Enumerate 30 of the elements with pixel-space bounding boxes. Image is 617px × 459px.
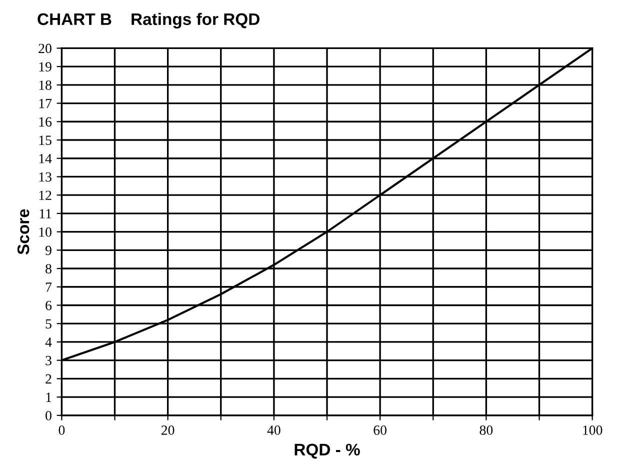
y-tick-label: 9 (45, 246, 52, 256)
x-tick-label: 60 (374, 426, 386, 435)
y-tick-label: 13 (39, 172, 52, 182)
y-tick-label: 6 (46, 300, 52, 310)
y-tick-label: 14 (39, 154, 52, 164)
x-tick-label: 40 (267, 426, 280, 435)
chart-title: CHART B Ratings for RQD (38, 12, 260, 28)
y-tick-label: 11 (40, 209, 52, 218)
y-axis-title: Score (17, 209, 30, 254)
y-tick-label: 12 (39, 190, 52, 200)
x-tick-label: 20 (161, 426, 174, 435)
y-tick-label: 10 (39, 227, 52, 237)
y-tick-label: 18 (39, 80, 52, 90)
y-tick-label: 7 (46, 282, 52, 292)
y-tick-label: 5 (46, 319, 52, 329)
y-tick-label: 16 (39, 117, 52, 127)
y-tick-label: 2 (46, 374, 52, 384)
x-tick-label: 80 (480, 426, 493, 435)
y-tick-label: 8 (46, 264, 52, 274)
x-tick-label: 0 (58, 426, 65, 435)
y-tick-label: 20 (38, 44, 52, 54)
y-tick-label: 4 (45, 338, 52, 347)
y-tick-label: 15 (39, 136, 52, 145)
y-tick-label: 17 (39, 98, 52, 108)
y-tick-label: 3 (46, 356, 52, 366)
y-tick-label: 19 (39, 62, 52, 72)
y-tick-label: 1 (46, 392, 52, 402)
x-axis-title: RQD - % (294, 444, 360, 459)
y-tick-label: 0 (46, 410, 52, 420)
x-tick-label: 100 (583, 426, 602, 435)
